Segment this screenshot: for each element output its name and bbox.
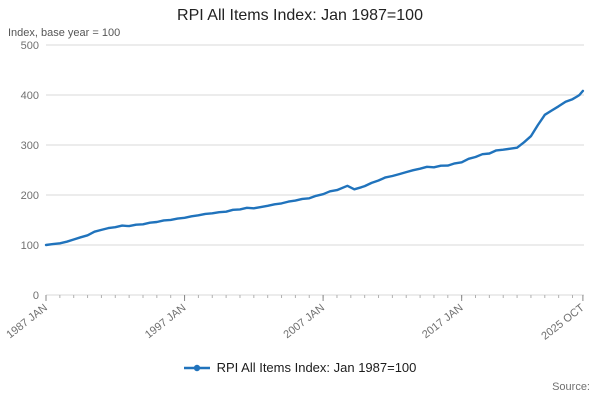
svg-text:400: 400 xyxy=(21,90,39,102)
chart-title: RPI All Items Index: Jan 1987=100 xyxy=(177,7,423,24)
svg-text:300: 300 xyxy=(21,140,39,152)
svg-text:200: 200 xyxy=(21,190,39,202)
svg-text:0: 0 xyxy=(33,290,39,302)
svg-text:2025 OCT: 2025 OCT xyxy=(539,302,587,343)
y-axis-note: Index, base year = 100 xyxy=(8,27,121,39)
legend: RPI All Items Index: Jan 1987=100 xyxy=(0,360,600,375)
svg-text:1987 JAN: 1987 JAN xyxy=(4,302,49,341)
svg-text:1997 JAN: 1997 JAN xyxy=(143,302,188,341)
legend-label[interactable]: RPI All Items Index: Jan 1987=100 xyxy=(216,360,417,375)
svg-text:500: 500 xyxy=(21,40,39,52)
legend-line-icon xyxy=(183,364,210,371)
svg-text:2017 JAN: 2017 JAN xyxy=(420,302,465,341)
source-label: Source: xyxy=(552,381,590,393)
svg-text:100: 100 xyxy=(21,240,39,252)
svg-text:2007 JAN: 2007 JAN xyxy=(281,302,326,341)
